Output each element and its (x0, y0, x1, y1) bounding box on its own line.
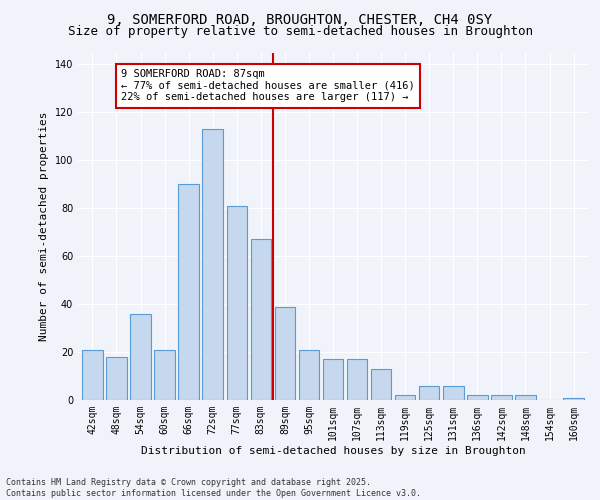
Bar (467, 395, 488, 400)
Bar (491, 395, 512, 400)
Bar (202, 129, 223, 400)
Bar (419, 386, 439, 400)
Bar (82, 350, 103, 400)
Bar (106, 357, 127, 400)
Text: 9 SOMERFORD ROAD: 87sqm
← 77% of semi-detached houses are smaller (416)
22% of s: 9 SOMERFORD ROAD: 87sqm ← 77% of semi-de… (121, 70, 415, 102)
Text: Size of property relative to semi-detached houses in Broughton: Size of property relative to semi-detach… (67, 25, 533, 38)
Bar (371, 369, 391, 400)
Bar (563, 398, 584, 400)
Bar (154, 350, 175, 400)
Bar (251, 240, 271, 400)
Bar (130, 314, 151, 400)
Text: 9, SOMERFORD ROAD, BROUGHTON, CHESTER, CH4 0SY: 9, SOMERFORD ROAD, BROUGHTON, CHESTER, C… (107, 12, 493, 26)
Bar (178, 184, 199, 400)
Text: Contains HM Land Registry data © Crown copyright and database right 2025.
Contai: Contains HM Land Registry data © Crown c… (6, 478, 421, 498)
X-axis label: Distribution of semi-detached houses by size in Broughton: Distribution of semi-detached houses by … (140, 446, 526, 456)
Bar (515, 395, 536, 400)
Bar (443, 386, 464, 400)
Bar (275, 306, 295, 400)
Y-axis label: Number of semi-detached properties: Number of semi-detached properties (39, 112, 49, 341)
Bar (395, 395, 415, 400)
Bar (299, 350, 319, 400)
Bar (227, 206, 247, 400)
Bar (323, 360, 343, 400)
Bar (347, 360, 367, 400)
